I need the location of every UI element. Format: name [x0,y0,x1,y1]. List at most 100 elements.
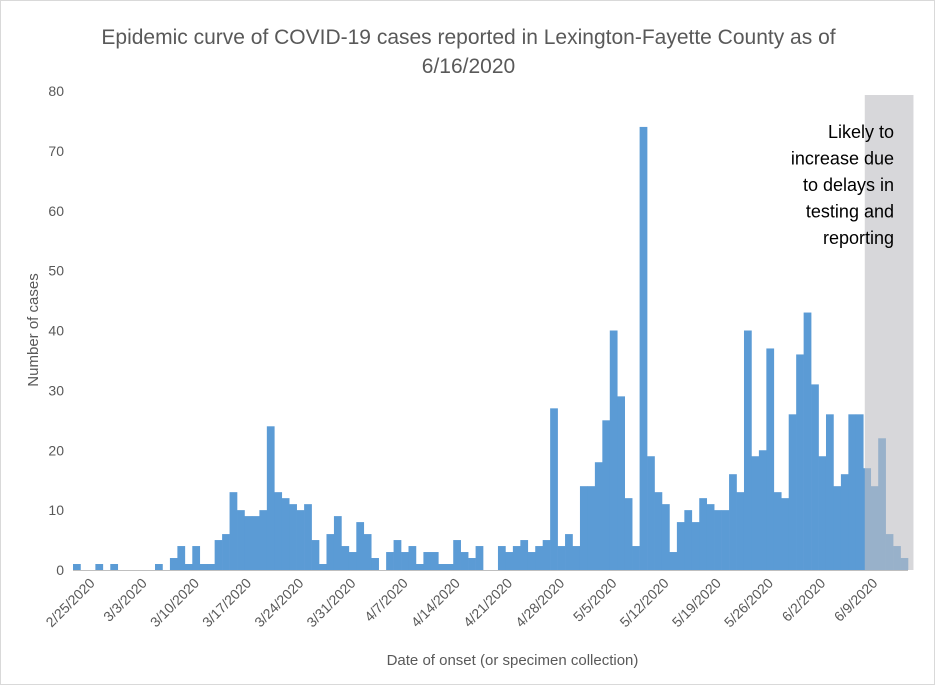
bar [535,546,543,570]
bar [333,516,342,570]
bar [319,564,327,570]
y-tick-label: 0 [56,562,64,578]
bar [691,522,700,570]
x-tick-label: 3/3/2020 [100,575,150,625]
bar [237,510,245,571]
bar [184,564,193,570]
shaded-region-note-line: Likely to [828,122,894,142]
bar [796,354,804,570]
bar [401,552,409,570]
bar [505,552,514,570]
bar [408,546,417,570]
bar [736,492,745,570]
bar [289,504,297,570]
bar [371,558,379,570]
bar [460,552,469,570]
y-tick-label: 50 [48,263,64,279]
x-axis-title: Date of onset (or specimen collection) [387,652,639,669]
bar [393,540,402,570]
shaded-region-note-line: to delays in [803,175,894,195]
x-tick-label: 3/31/2020 [303,575,359,631]
bar [199,564,208,570]
bar [811,384,819,570]
x-tick-label: 4/28/2020 [512,575,568,631]
x-tick-label: 3/10/2020 [147,575,203,631]
bar [788,414,797,570]
y-tick-label: 30 [48,382,64,398]
bar [714,510,722,571]
bar [557,546,566,570]
bar [617,396,625,570]
x-tick-label: 4/21/2020 [460,575,516,631]
bar [751,456,760,570]
bar [766,348,775,570]
x-tick-label: 2/25/2020 [42,575,98,631]
bar [647,456,655,570]
x-tick-label: 4/14/2020 [408,575,464,631]
x-tick-label: 5/12/2020 [616,575,672,631]
bar [95,564,104,570]
bar [222,534,230,570]
bar [475,546,484,570]
bar [654,492,663,570]
bar [818,456,827,570]
bar [259,510,268,571]
bar [773,492,782,570]
bar [594,462,603,570]
bar [602,420,611,570]
shaded-region-note-line: testing and [806,202,894,222]
y-tick-label: 60 [48,203,64,219]
bar [833,486,842,570]
bar [729,474,737,570]
bar [207,564,215,570]
bar [676,522,685,570]
bar [304,504,312,570]
bar [587,486,596,570]
bar [169,558,178,570]
bar [363,534,372,570]
bar [609,330,618,570]
bar [699,498,708,570]
bar [848,414,857,570]
bar [706,504,715,570]
bar [542,540,551,570]
bar [326,534,335,570]
bar [684,510,693,571]
bar [430,552,439,570]
x-tick-label: 3/24/2020 [251,575,307,631]
bar [565,534,573,570]
bar [348,552,357,570]
x-tick-label: 5/26/2020 [721,575,777,631]
bar [497,546,506,570]
bar [781,498,790,570]
bar [803,312,812,570]
x-tick-label: 4/7/2020 [361,575,411,625]
bar [251,516,260,570]
x-tick-label: 5/19/2020 [669,575,725,631]
x-tick-label: 5/5/2020 [570,575,620,625]
bar [445,564,454,570]
x-tick-label: 6/2/2020 [779,575,829,625]
y-tick-label: 20 [48,442,64,458]
y-tick-label: 70 [48,143,64,159]
bar [550,408,558,570]
bar [296,510,305,571]
bar [721,510,730,571]
bar [356,522,365,570]
bar [386,552,394,570]
bar [520,540,529,570]
bar [743,330,752,570]
chart-title: Epidemic curve of COVID-19 cases reporte… [1,23,935,81]
chart-title-line-2: 6/16/2020 [421,55,516,78]
bar [512,546,521,570]
shaded-region [864,95,914,570]
bar [527,552,536,570]
chart-title-line-1: Epidemic curve of COVID-19 cases reporte… [101,26,836,49]
bar [274,492,283,570]
y-tick-label: 80 [48,83,64,99]
bar [341,546,350,570]
y-tick-label: 40 [48,323,64,339]
bar [840,474,849,570]
